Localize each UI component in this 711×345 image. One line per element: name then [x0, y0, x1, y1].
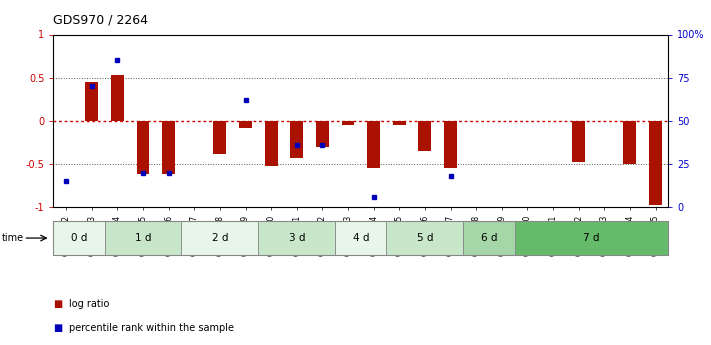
Text: 6 d: 6 d [481, 233, 497, 243]
Bar [213, 121, 226, 154]
Bar [181, 221, 258, 255]
Bar [341, 121, 354, 125]
Bar [624, 121, 636, 164]
Bar [335, 221, 387, 255]
Text: 3 d: 3 d [289, 233, 305, 243]
Bar [105, 221, 181, 255]
Bar [393, 121, 406, 125]
Bar [85, 82, 98, 121]
Bar [464, 221, 515, 255]
Bar [515, 221, 668, 255]
Text: GDS970 / 2264: GDS970 / 2264 [53, 14, 149, 27]
Bar [649, 121, 662, 205]
Bar [316, 121, 328, 148]
Bar [444, 121, 457, 168]
Bar [53, 221, 105, 255]
Bar [258, 221, 335, 255]
Text: 5 d: 5 d [417, 233, 433, 243]
Text: 0 d: 0 d [71, 233, 87, 243]
Bar [419, 121, 432, 151]
Text: 4 d: 4 d [353, 233, 369, 243]
Bar [387, 221, 464, 255]
Bar [111, 75, 124, 121]
Text: ■: ■ [53, 299, 63, 308]
Bar [290, 121, 303, 158]
Bar [137, 121, 149, 174]
Text: time: time [2, 233, 24, 243]
Text: 1 d: 1 d [135, 233, 151, 243]
Bar [368, 121, 380, 168]
Text: 2 d: 2 d [212, 233, 228, 243]
Text: ■: ■ [53, 323, 63, 333]
Bar [572, 121, 585, 162]
Text: 7 d: 7 d [583, 233, 599, 243]
Bar [162, 121, 175, 174]
Bar [264, 121, 277, 166]
Bar [239, 121, 252, 128]
Text: log ratio: log ratio [69, 299, 109, 308]
Text: percentile rank within the sample: percentile rank within the sample [69, 323, 234, 333]
